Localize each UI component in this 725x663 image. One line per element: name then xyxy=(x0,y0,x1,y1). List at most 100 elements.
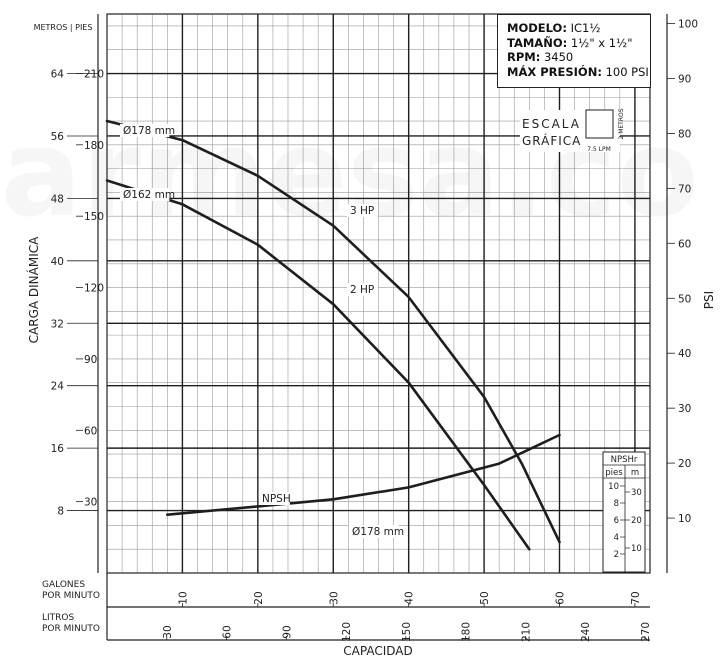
y-axis-label: CARGA DINÁMICA xyxy=(26,236,41,343)
lpm-tick-label: 90 xyxy=(281,625,293,638)
lpm-label-line1: LITROS xyxy=(42,613,75,623)
header-left: METROS | PIES xyxy=(34,23,93,32)
metros-tick-label: 8 xyxy=(57,506,64,518)
metros-tick-label: 56 xyxy=(51,131,65,143)
curve-npsh-178mm xyxy=(166,433,561,516)
modelo-label: MODELO: xyxy=(507,21,567,35)
label-178mm-text: Ø178 mm xyxy=(123,125,175,137)
pies-tick-label: 30 xyxy=(84,497,97,509)
gpm-tick-label: 20 xyxy=(253,591,265,604)
escala-line2: GRÁFICA xyxy=(522,133,581,148)
gpm-label-line2: POR MINUTO xyxy=(42,591,100,601)
metros-tick-label: 64 xyxy=(51,69,65,81)
curves xyxy=(105,119,561,551)
pies-tick-label: 120 xyxy=(84,283,104,295)
label-npsh-178mm: Ø178 mm xyxy=(349,525,404,538)
label-npsh-text: NPSH xyxy=(262,493,291,505)
npshr-pies-label: 4 xyxy=(614,533,619,543)
metros-tick-label: 24 xyxy=(51,381,65,393)
lpm-tick-label: 210 xyxy=(520,622,532,642)
npshr-m-label: 20 xyxy=(631,516,642,526)
axes: METROS | PIES816243240485664306090120150… xyxy=(26,13,716,658)
pump-info-box: MODELO: IC1½ TAMAÑO: 1½" x 1½" RPM: 3450… xyxy=(497,14,651,88)
lpm-tick-label: 60 xyxy=(222,625,234,638)
lpm-tick-label: 180 xyxy=(461,622,473,642)
pies-tick-label: 150 xyxy=(84,211,104,223)
curve-178mm-3hp xyxy=(105,119,561,544)
label-2hp-text: 2 HP xyxy=(350,284,374,296)
pies-tick-label: 90 xyxy=(84,354,97,366)
npshr-col-m: m xyxy=(631,468,639,478)
npshr-m-label: 10 xyxy=(631,544,642,554)
npshr-pies-label: 10 xyxy=(608,482,619,492)
psi-tick-label: 20 xyxy=(678,458,691,470)
psi-tick-label: 50 xyxy=(678,293,691,305)
npshr-scale: NPSHr pies m 2 4 6 8 10 10 20 30 xyxy=(602,451,646,573)
psi-tick-label: 80 xyxy=(678,128,691,140)
presion-value: 100 PSI xyxy=(605,64,649,79)
npshr-col-pies: pies xyxy=(605,468,623,478)
label-npsh-178mm-text: Ø178 mm xyxy=(352,526,404,538)
escala-square xyxy=(585,109,614,139)
psi-tick-label: 10 xyxy=(678,513,691,525)
plot-frame xyxy=(106,13,651,574)
rpm-label: RPM: xyxy=(507,50,541,64)
psi-tick-label: 100 xyxy=(678,19,698,31)
label-3hp-bg xyxy=(347,204,378,217)
escala-x-unit: 7.5 LPM xyxy=(587,146,611,153)
modelo-value: IC1½ xyxy=(570,21,601,35)
label-npsh-bg xyxy=(259,492,290,505)
label-178mm-bg xyxy=(120,124,170,137)
lpm-tick-label: 240 xyxy=(580,622,592,642)
lpm-tick-label: 120 xyxy=(341,622,353,642)
metros-tick-label: 48 xyxy=(51,193,64,205)
npshr-pies-label: 8 xyxy=(614,499,619,509)
gpm-tick-label: 50 xyxy=(479,591,491,604)
label-3hp-text: 3 HP xyxy=(350,205,374,217)
label-178mm: Ø178 mm xyxy=(120,124,175,137)
x-axis-label: CAPACIDAD xyxy=(343,644,412,658)
npshr-m-label: 30 xyxy=(631,488,642,498)
label-162mm-text: Ø162 mm xyxy=(123,189,175,201)
npshr-pies-label: 6 xyxy=(614,516,619,526)
psi-tick-label: 30 xyxy=(678,403,691,415)
label-2hp-bg xyxy=(347,283,378,296)
metros-tick-label: 40 xyxy=(51,256,64,268)
label-3hp: 3 HP xyxy=(347,204,378,217)
escala-grafica: ESCALA GRÁFICA 7.5 LPM 2 METROS xyxy=(520,108,625,153)
lpm-tick-label: 30 xyxy=(162,625,174,638)
npshr-pies-label: 2 xyxy=(614,550,619,560)
gpm-tick-label: 40 xyxy=(404,591,416,604)
gpm-tick-label: 10 xyxy=(177,591,189,604)
tamano-value: 1½" x 1½" xyxy=(570,35,633,50)
rpm-value: 3450 xyxy=(543,50,574,64)
gpm-label-line1: GALONES xyxy=(42,580,85,590)
pies-tick-label: 210 xyxy=(84,68,104,80)
escala-line1: ESCALA xyxy=(522,117,581,131)
presion-label: MÁX PRESIÓN: xyxy=(507,64,602,79)
npshr-box xyxy=(602,451,646,573)
gpm-tick-label: 60 xyxy=(555,591,567,604)
metros-tick-label: 32 xyxy=(51,318,64,330)
psi-tick-label: 60 xyxy=(678,238,691,250)
curve-162mm-2hp xyxy=(105,179,531,551)
label-162mm-bg xyxy=(120,188,170,201)
psi-tick-label: 90 xyxy=(678,73,691,85)
grid-minor xyxy=(107,14,650,573)
psi-tick-label: 70 xyxy=(678,183,691,195)
lpm-label-line2: POR MINUTO xyxy=(42,624,100,634)
labels: Ø178 mm Ø162 mm 3 HP 2 HP NPSH Ø178 mm xyxy=(120,124,404,538)
label-162mm: Ø162 mm xyxy=(120,188,175,201)
escala-y-unit: 2 METROS xyxy=(618,108,625,139)
lpm-tick-label: 150 xyxy=(401,622,413,642)
pies-tick-label: 60 xyxy=(84,425,97,437)
psi-axis-label: PSI xyxy=(702,291,716,309)
gpm-tick-label: 70 xyxy=(630,591,642,604)
pies-tick-label: 180 xyxy=(84,140,104,152)
psi-tick-label: 40 xyxy=(678,348,691,360)
label-npsh-178mm-bg xyxy=(349,525,399,538)
lpm-tick-label: 270 xyxy=(640,622,652,642)
tamano-label: TAMAÑO: xyxy=(507,35,568,50)
label-npsh: NPSH xyxy=(259,492,291,505)
